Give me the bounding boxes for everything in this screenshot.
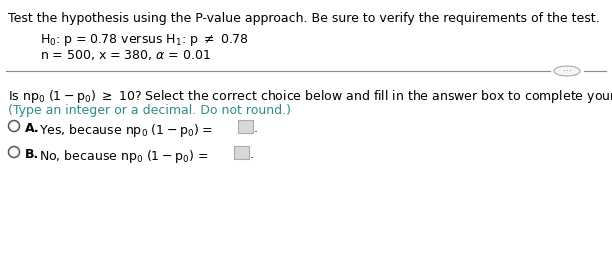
Text: n = 500, x = 380, $\alpha$ = 0.01: n = 500, x = 380, $\alpha$ = 0.01 xyxy=(40,48,211,62)
Text: .: . xyxy=(250,147,254,160)
Text: Test the hypothesis using the P-value approach. Be sure to verify the requiremen: Test the hypothesis using the P-value ap… xyxy=(8,12,600,25)
Text: (Type an integer or a decimal. Do not round.): (Type an integer or a decimal. Do not ro… xyxy=(8,104,291,117)
Text: H$_0$: p = 0.78 versus H$_1$: p $\neq$ 0.78: H$_0$: p = 0.78 versus H$_1$: p $\neq$ 0… xyxy=(40,32,249,48)
Text: A.: A. xyxy=(25,121,40,134)
FancyBboxPatch shape xyxy=(238,121,253,133)
Text: B.: B. xyxy=(25,147,39,160)
Text: Yes, because np$_0$ $\mathregular{(1-p_0)}$ =: Yes, because np$_0$ $\mathregular{(1-p_0… xyxy=(39,121,214,138)
Text: .: . xyxy=(254,121,258,134)
Text: No, because np$_0$ $\mathregular{(1-p_0)}$ =: No, because np$_0$ $\mathregular{(1-p_0)… xyxy=(39,147,209,164)
Text: ···: ··· xyxy=(562,67,572,76)
FancyBboxPatch shape xyxy=(234,146,249,159)
Ellipse shape xyxy=(554,67,580,77)
Text: Is np$_0$ $\left(1-\mathregular{p}_0\right)$ $\geq$ 10? Select the correct choic: Is np$_0$ $\left(1-\mathregular{p}_0\rig… xyxy=(8,88,612,105)
